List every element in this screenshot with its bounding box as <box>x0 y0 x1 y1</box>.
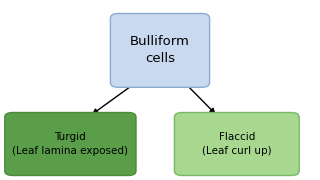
FancyBboxPatch shape <box>174 112 299 176</box>
Text: Flaccid
(Leaf curl up): Flaccid (Leaf curl up) <box>202 132 272 156</box>
Text: Turgid
(Leaf lamina exposed): Turgid (Leaf lamina exposed) <box>12 132 128 156</box>
FancyBboxPatch shape <box>5 112 136 176</box>
Text: Bulliform
cells: Bulliform cells <box>130 35 190 65</box>
FancyBboxPatch shape <box>110 14 210 87</box>
